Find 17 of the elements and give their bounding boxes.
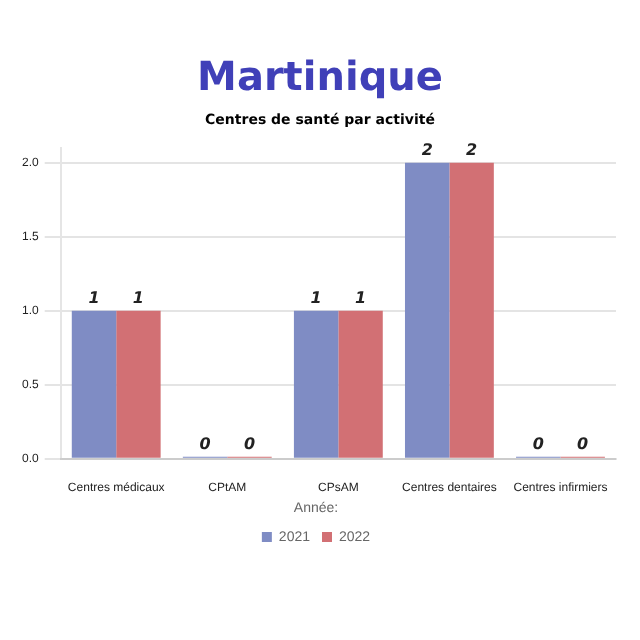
bar — [404, 162, 450, 458]
bar — [293, 310, 339, 458]
data-label: 0 — [577, 434, 590, 453]
bar — [449, 162, 494, 458]
data-label: 2 — [466, 140, 479, 159]
data-label: 1 — [310, 288, 322, 307]
data-label: 1 — [354, 288, 367, 307]
data-label: 0 — [243, 434, 256, 453]
data-label: 1 — [132, 288, 144, 307]
data-label: 0 — [199, 434, 212, 453]
chart-title: Martinique — [195, 52, 445, 100]
data-label: 2 — [421, 140, 434, 159]
data-label: 0 — [532, 434, 545, 453]
bar — [116, 310, 161, 458]
bar — [71, 310, 117, 458]
bar — [338, 310, 383, 458]
data-label: 1 — [88, 288, 100, 307]
